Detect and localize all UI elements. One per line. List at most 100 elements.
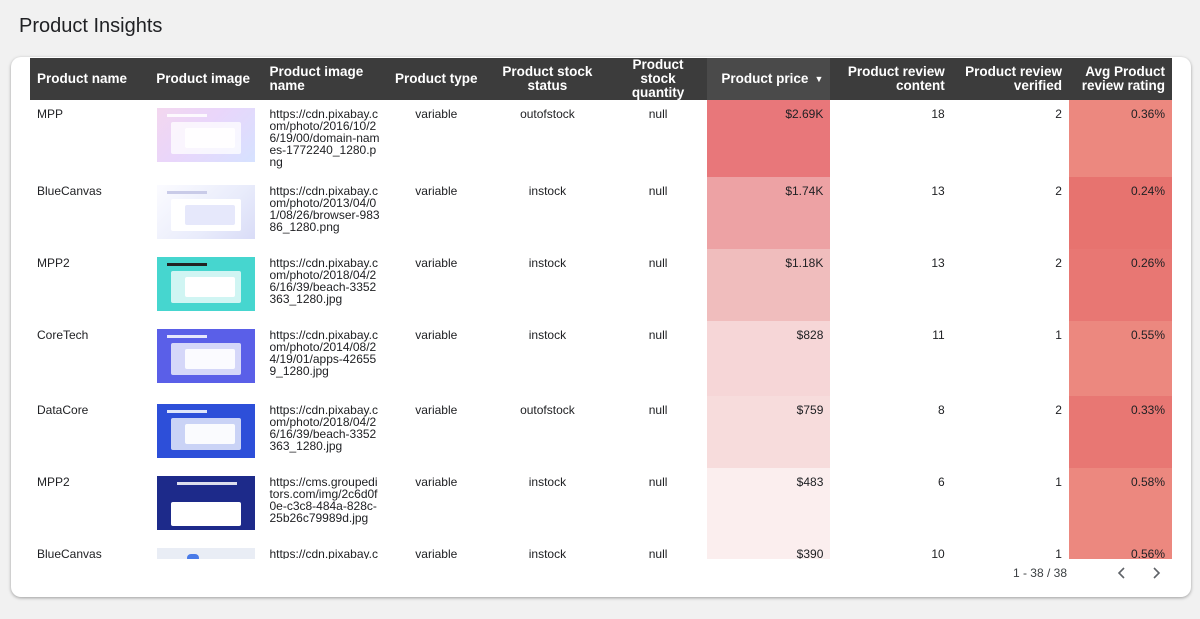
- chevron-left-icon[interactable]: [1115, 566, 1129, 580]
- product-thumbnail-icon: [157, 404, 256, 458]
- cell-product-type: variable: [415, 475, 458, 489]
- product-insights-table: Product name Product image Product image…: [30, 58, 1172, 559]
- cell-avg-review-rating: 0.56%: [1068, 540, 1172, 559]
- cell-review-verified: 1: [1055, 547, 1062, 559]
- cell-product-image: [149, 177, 262, 249]
- cell-stock-quantity: null: [648, 256, 668, 270]
- cell-product-image-name: https://cdn.pixabay.com/photo/2018/04/26…: [269, 256, 378, 306]
- cell-product-image-name: https://cdn.pixabay.com/photo/2016/10/26…: [269, 107, 380, 169]
- column-header-product-image-name[interactable]: Product image name: [262, 58, 387, 100]
- cell-avg-review-rating: 0.24%: [1068, 177, 1172, 249]
- cell-product-price: $390: [707, 540, 831, 559]
- cell-stock-quantity: null: [648, 107, 668, 121]
- table-row: BlueCanvas https://cdn.pixabay.com/photo…: [30, 177, 1172, 249]
- cell-review-content: 13: [931, 184, 945, 198]
- cell-product-image-name: https://cdn.pixabay.com/photo/2018/04/26…: [269, 547, 378, 559]
- cell-product-image: [149, 321, 262, 396]
- product-thumbnail-icon: [157, 257, 256, 311]
- cell-product-type: variable: [415, 107, 458, 121]
- product-thumbnail-icon: [157, 548, 256, 559]
- cell-stock-status: instock: [528, 475, 567, 489]
- table-row: MPP https://cdn.pixabay.com/photo/2016/1…: [30, 100, 1172, 177]
- cell-product-image: [149, 100, 262, 177]
- cell-product-name: BlueCanvas: [37, 547, 102, 559]
- cell-stock-status: outofstock: [520, 403, 575, 417]
- cell-stock-quantity: null: [648, 184, 668, 198]
- cell-product-name: DataCore: [37, 403, 89, 417]
- cell-product-price: $2.69K: [707, 100, 831, 177]
- column-header-product-review-verified[interactable]: Product review verified: [951, 58, 1069, 100]
- cell-product-price: $828: [707, 321, 831, 396]
- cell-product-image: [149, 396, 262, 468]
- table-row: BlueCanvas https://cdn.pixabay.com/photo…: [30, 540, 1172, 559]
- column-header-avg-product-review-rating[interactable]: Avg Product review rating: [1068, 58, 1172, 100]
- cell-product-name: MPP2: [37, 475, 70, 489]
- product-thumbnail-icon: [157, 476, 256, 530]
- cell-review-content: 8: [938, 403, 945, 417]
- product-thumbnail-icon: [157, 329, 256, 383]
- cell-product-image: [149, 540, 262, 559]
- cell-product-price: $1.18K: [707, 249, 831, 321]
- cell-product-price: $483: [707, 468, 831, 540]
- page-title: Product Insights: [19, 15, 163, 37]
- cell-stock-quantity: null: [648, 475, 668, 489]
- cell-review-verified: 2: [1055, 184, 1062, 198]
- column-header-product-price-label: Product price: [721, 70, 809, 86]
- cell-review-verified: 2: [1055, 403, 1062, 417]
- cell-product-image-name: https://cms.groupeditors.com/img/2c6d0f0…: [269, 475, 378, 525]
- cell-product-name: BlueCanvas: [37, 184, 102, 198]
- product-thumbnail-icon: [157, 108, 256, 162]
- column-header-product-stock-status[interactable]: Product stock status: [485, 58, 610, 100]
- cell-avg-review-rating: 0.58%: [1068, 468, 1172, 540]
- cell-review-content: 10: [931, 547, 945, 559]
- table-row: DataCore https://cdn.pixabay.com/photo/2…: [30, 396, 1172, 468]
- table-row: MPP2 https://cms.groupeditors.com/img/2c…: [30, 468, 1172, 540]
- table-row: MPP2 https://cdn.pixabay.com/photo/2018/…: [30, 249, 1172, 321]
- cell-review-verified: 2: [1055, 256, 1062, 270]
- cell-product-type: variable: [415, 547, 458, 559]
- cell-product-price: $759: [707, 396, 831, 468]
- cell-review-content: 11: [932, 328, 945, 342]
- cell-product-name: CoreTech: [37, 328, 89, 342]
- column-header-product-image[interactable]: Product image: [149, 58, 263, 100]
- cell-stock-status: instock: [528, 184, 567, 198]
- cell-product-type: variable: [415, 328, 458, 342]
- column-header-product-stock-quantity[interactable]: Product stock quantity: [609, 58, 707, 100]
- cell-product-name: MPP2: [37, 256, 70, 270]
- cell-review-content: 6: [938, 475, 945, 489]
- cell-stock-quantity: null: [648, 328, 668, 342]
- table-body: MPP https://cdn.pixabay.com/photo/2016/1…: [30, 100, 1172, 559]
- product-insights-table-card: Product name Product image Product image…: [11, 57, 1191, 597]
- cell-product-type: variable: [415, 403, 458, 417]
- column-header-product-price[interactable]: Product price ▼: [707, 58, 831, 100]
- product-thumbnail-icon: [157, 185, 256, 239]
- cell-stock-status: instock: [528, 328, 567, 342]
- column-header-product-name[interactable]: Product name: [30, 58, 150, 100]
- cell-product-image: [149, 249, 262, 321]
- cell-review-verified: 1: [1055, 475, 1062, 489]
- cell-stock-status: instock: [528, 547, 567, 559]
- cell-product-name: MPP: [37, 107, 64, 121]
- chevron-right-icon[interactable]: [1149, 566, 1163, 580]
- cell-avg-review-rating: 0.36%: [1068, 100, 1172, 177]
- cell-stock-quantity: null: [648, 403, 668, 417]
- table-scroll-area[interactable]: Product name Product image Product image…: [30, 58, 1172, 559]
- pagination-range: 1 - 38 / 38: [1012, 566, 1067, 580]
- cell-product-image: [149, 468, 262, 540]
- cell-product-image-name: https://cdn.pixabay.com/photo/2018/04/26…: [269, 403, 378, 453]
- pagination: 1 - 38 / 38: [1013, 565, 1163, 581]
- column-header-product-type[interactable]: Product type: [386, 58, 486, 100]
- cell-product-type: variable: [415, 184, 458, 198]
- cell-product-image-name: https://cdn.pixabay.com/photo/2013/04/01…: [269, 184, 380, 234]
- cell-stock-status: outofstock: [520, 107, 575, 121]
- cell-avg-review-rating: 0.26%: [1068, 249, 1172, 321]
- cell-product-type: variable: [415, 256, 458, 270]
- cell-stock-status: instock: [528, 256, 567, 270]
- cell-review-verified: 1: [1055, 328, 1062, 342]
- sort-descending-icon: ▼: [814, 74, 824, 85]
- cell-product-image-name: https://cdn.pixabay.com/photo/2014/08/24…: [269, 328, 378, 378]
- column-header-product-review-content[interactable]: Product review content: [830, 58, 952, 100]
- table-header: Product name Product image Product image…: [30, 58, 1172, 100]
- cell-review-verified: 2: [1055, 107, 1062, 121]
- cell-product-price: $1.74K: [707, 177, 831, 249]
